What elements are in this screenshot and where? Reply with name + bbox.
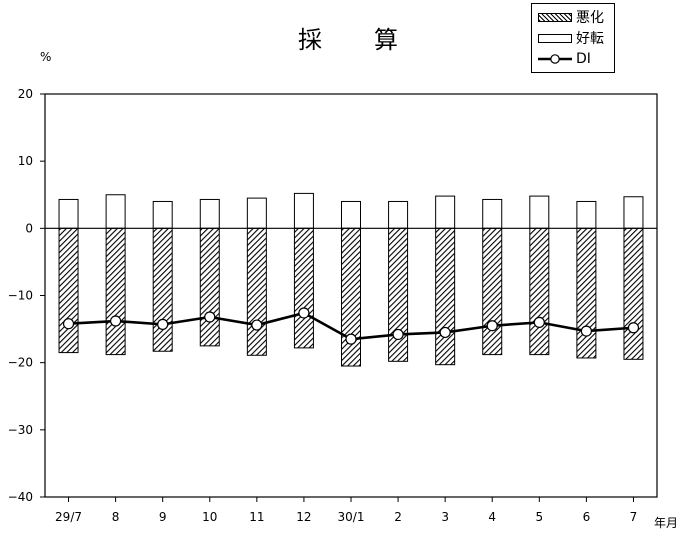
y-tick-label: −40 xyxy=(8,490,33,504)
bar-worse xyxy=(152,227,173,352)
chart-legend: 悪化 好転 DI xyxy=(531,3,615,73)
bar-worse xyxy=(199,227,220,347)
di-point xyxy=(157,318,169,330)
legend-label-better: 好転 xyxy=(576,31,604,47)
y-tick-label: −10 xyxy=(8,289,33,303)
x-tick-label: 9 xyxy=(159,510,167,524)
di-point xyxy=(345,333,357,345)
bar-better xyxy=(152,200,173,229)
y-axis-unit-label: % xyxy=(40,50,52,64)
bar-better xyxy=(293,192,314,229)
bar-worse xyxy=(435,227,456,366)
di-point xyxy=(486,320,498,332)
bar-worse xyxy=(529,227,550,356)
bar-better xyxy=(529,195,550,229)
bar-worse xyxy=(246,227,267,356)
bar-worse xyxy=(293,227,314,349)
y-tick-label: −20 xyxy=(8,356,33,370)
bar-better xyxy=(623,196,644,229)
y-tick-label: 10 xyxy=(18,154,33,168)
bar-worse xyxy=(576,227,597,359)
di-point xyxy=(439,326,451,339)
legend-label-di: DI xyxy=(576,51,591,67)
bar-better xyxy=(199,198,220,229)
bar-better xyxy=(246,197,267,229)
y-tick-label: 0 xyxy=(25,221,33,235)
bar-better xyxy=(341,200,361,229)
bar-better xyxy=(576,200,597,229)
legend-item-di: DI xyxy=(538,50,591,68)
x-tick-label: 30/1 xyxy=(338,510,365,524)
legend-item-better: 好転 xyxy=(538,29,604,47)
x-tick-label: 7 xyxy=(630,510,638,524)
bar-worse xyxy=(388,227,409,362)
bar-worse xyxy=(341,227,361,367)
di-point xyxy=(533,316,545,328)
bar-worse xyxy=(623,227,644,360)
bar-better xyxy=(58,198,79,229)
di-point xyxy=(110,315,122,327)
x-tick-label: 10 xyxy=(202,510,217,524)
di-point xyxy=(251,319,263,331)
x-tick-label: 11 xyxy=(249,510,264,524)
bar-better xyxy=(105,194,126,229)
y-tick-label: −30 xyxy=(8,423,33,437)
x-tick-label: 12 xyxy=(296,510,311,524)
bar-worse xyxy=(482,227,503,356)
hollow-swatch-icon xyxy=(538,33,572,43)
line-marker-swatch-icon xyxy=(538,54,572,64)
x-tick-label: 2 xyxy=(394,510,402,524)
di-point xyxy=(62,318,75,330)
chart-title: 採 算 xyxy=(298,26,412,54)
bar-better xyxy=(435,195,456,229)
x-tick-label: 29/7 xyxy=(55,510,82,524)
x-axis-unit-label: 年月 xyxy=(654,516,679,530)
legend-label-worse: 悪化 xyxy=(576,10,604,26)
x-tick-label: 8 xyxy=(112,510,120,524)
di-point xyxy=(627,322,640,334)
bar-better xyxy=(482,198,503,229)
di-point xyxy=(392,328,404,341)
hatched-swatch-icon xyxy=(538,12,572,22)
bar-worse xyxy=(58,227,79,354)
x-tick-label: 6 xyxy=(583,510,591,524)
y-tick-label: 20 xyxy=(18,87,33,101)
di-point xyxy=(204,311,216,323)
x-tick-label: 5 xyxy=(535,510,543,524)
x-tick-label: 4 xyxy=(488,510,496,524)
bar-worse xyxy=(105,227,126,356)
x-tick-label: 3 xyxy=(441,510,449,524)
di-point xyxy=(298,307,310,319)
legend-item-worse: 悪化 xyxy=(538,8,604,26)
bar-better xyxy=(388,200,409,229)
di-point xyxy=(580,325,592,337)
